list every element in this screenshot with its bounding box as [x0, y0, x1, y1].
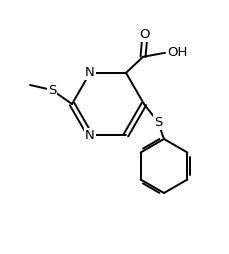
Text: OH: OH	[166, 46, 187, 59]
Text: O: O	[139, 28, 150, 41]
Text: S: S	[153, 116, 161, 129]
Text: N: N	[85, 129, 94, 142]
Text: N: N	[85, 66, 95, 79]
Text: S: S	[48, 84, 56, 97]
